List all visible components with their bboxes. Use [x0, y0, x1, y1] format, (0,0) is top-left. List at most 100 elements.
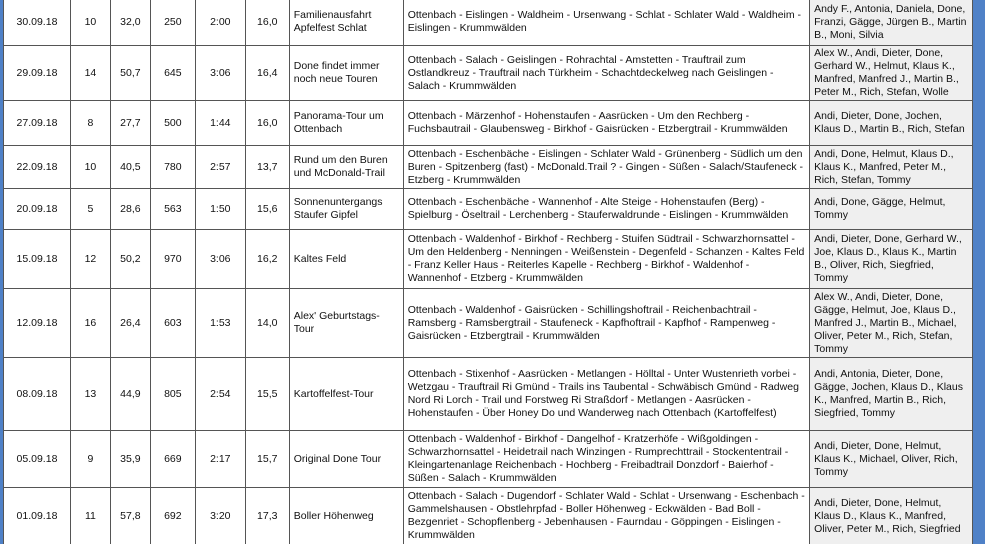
- tour-name-cell: Boller Höhenweg: [288, 487, 404, 544]
- elevation-cell: 603: [149, 288, 196, 358]
- table-row: 15.09.18 12 50,2 970 3:06 16,2 Kaltes Feld Otte…: [3, 229, 973, 289]
- duration-cell: 3:06: [194, 229, 246, 289]
- distance-cell: 40,5: [109, 145, 151, 189]
- elevation-cell: 500: [149, 100, 196, 146]
- date-cell: 01.09.18: [3, 487, 71, 544]
- date-cell: 27.09.18: [3, 100, 71, 146]
- speed-cell: 13,7: [244, 145, 290, 189]
- duration-cell: 1:44: [194, 100, 246, 146]
- table-row: 12.09.18 16 26,4 603 1:53 14,0 Alex' Geburtsta…: [3, 288, 973, 358]
- participants-cell: Andi, Dieter, Done, Helmut, Klaus D., Kl…: [809, 487, 973, 544]
- distance-cell: 57,8: [109, 487, 151, 544]
- date-cell: 08.09.18: [3, 357, 71, 431]
- participants-cell: Andi, Antonia, Dieter, Done, Gägge, Joch…: [809, 357, 973, 431]
- speed-cell: 16,4: [244, 45, 290, 101]
- tour-name-cell: Panorama-Tour um Ottenbach: [288, 100, 404, 146]
- elevation-cell: 805: [149, 357, 196, 431]
- route-cell: Ottenbach - Märzenhof - Hohenstaufen - A…: [402, 100, 811, 146]
- participants-cell: Andi, Done, Gägge, Helmut, Tommy: [809, 188, 973, 230]
- duration-cell: 2:17: [194, 430, 246, 488]
- distance-cell: 32,0: [109, 0, 151, 46]
- speed-cell: 15,6: [244, 188, 290, 230]
- duration-cell: 2:54: [194, 357, 246, 431]
- date-cell: 15.09.18: [3, 229, 71, 289]
- riders-cell: 10: [69, 0, 111, 46]
- table-row: 05.09.18 9 35,9 669 2:17 15,7 Original Done To…: [3, 430, 973, 488]
- participants-cell: Alex W., Andi, Dieter, Done, Gerhard W.,…: [809, 45, 973, 101]
- riders-cell: 9: [69, 430, 111, 488]
- elevation-cell: 669: [149, 430, 196, 488]
- speed-cell: 16,0: [244, 0, 290, 46]
- participants-cell: Andi, Dieter, Done, Helmut, Klaus K., Mi…: [809, 430, 973, 488]
- elevation-cell: 692: [149, 487, 196, 544]
- speed-cell: 16,0: [244, 100, 290, 146]
- duration-cell: 2:00: [194, 0, 246, 46]
- participants-cell: Andi, Dieter, Done, Jochen, Klaus D., Ma…: [809, 100, 973, 146]
- date-cell: 22.09.18: [3, 145, 71, 189]
- route-cell: Ottenbach - Salach - Geislingen - Rohrac…: [402, 45, 811, 101]
- elevation-cell: 645: [149, 45, 196, 101]
- riders-cell: 8: [69, 100, 111, 146]
- duration-cell: 2:57: [194, 145, 246, 189]
- participants-cell: Andy F., Antonia, Daniela, Done, Franzi,…: [809, 0, 973, 46]
- table-row: 27.09.18 8 27,7 500 1:44 16,0 Panorama-Tour um…: [3, 100, 973, 146]
- table-row: 20.09.18 5 28,6 563 1:50 15,6 Sonnenuntergangs…: [3, 188, 973, 230]
- participants-cell: Andi, Done, Helmut, Klaus D., Klaus K., …: [809, 145, 973, 189]
- distance-cell: 27,7: [109, 100, 151, 146]
- duration-cell: 3:20: [194, 487, 246, 544]
- distance-cell: 44,9: [109, 357, 151, 431]
- route-cell: Ottenbach - Waldenhof - Birkhof - Dangel…: [402, 430, 811, 488]
- riders-cell: 12: [69, 229, 111, 289]
- speed-cell: 15,5: [244, 357, 290, 431]
- tour-name-cell: Sonnenuntergangs Staufer Gipfel: [288, 188, 404, 230]
- tour-name-cell: Alex' Geburtstags-Tour: [288, 288, 404, 358]
- riders-cell: 14: [69, 45, 111, 101]
- speed-cell: 16,2: [244, 229, 290, 289]
- elevation-cell: 563: [149, 188, 196, 230]
- route-cell: Ottenbach - Eschenbäche - Eislingen - Sc…: [402, 145, 811, 189]
- distance-cell: 28,6: [109, 188, 151, 230]
- speed-cell: 14,0: [244, 288, 290, 358]
- date-cell: 12.09.18: [3, 288, 71, 358]
- riders-cell: 11: [69, 487, 111, 544]
- tour-table: 30.09.18 10 32,0 250 2:00 16,0 Familienausfahr…: [3, 0, 973, 544]
- distance-cell: 50,2: [109, 229, 151, 289]
- speed-cell: 15,7: [244, 430, 290, 488]
- riders-cell: 10: [69, 145, 111, 189]
- distance-cell: 26,4: [109, 288, 151, 358]
- riders-cell: 13: [69, 357, 111, 431]
- elevation-cell: 970: [149, 229, 196, 289]
- route-cell: Ottenbach - Waldenhof - Birkhof - Rechbe…: [402, 229, 811, 289]
- duration-cell: 3:06: [194, 45, 246, 101]
- tour-name-cell: Original Done Tour: [288, 430, 404, 488]
- participants-cell: Andi, Dieter, Done, Gerhard W., Joe, Kla…: [809, 229, 973, 289]
- date-cell: 05.09.18: [3, 430, 71, 488]
- route-cell: Ottenbach - Waldenhof - Gaisrücken - Sch…: [402, 288, 811, 358]
- speed-cell: 17,3: [244, 487, 290, 544]
- riders-cell: 5: [69, 188, 111, 230]
- route-cell: Ottenbach - Eislingen - Waldheim - Ursen…: [402, 0, 811, 46]
- table-row: 08.09.18 13 44,9 805 2:54 15,5 Kartoffelfest-T…: [3, 357, 973, 431]
- tour-name-cell: Kartoffelfest-Tour: [288, 357, 404, 431]
- elevation-cell: 250: [149, 0, 196, 46]
- tour-name-cell: Familienausfahrt Apfelfest Schlat: [288, 0, 404, 46]
- date-cell: 30.09.18: [3, 0, 71, 46]
- duration-cell: 1:53: [194, 288, 246, 358]
- duration-cell: 1:50: [194, 188, 246, 230]
- date-cell: 29.09.18: [3, 45, 71, 101]
- riders-cell: 16: [69, 288, 111, 358]
- table-row: 29.09.18 14 50,7 645 3:06 16,4 Done findet imm…: [3, 45, 973, 101]
- tour-name-cell: Rund um den Buren und McDonald-Trail: [288, 145, 404, 189]
- table-row: 22.09.18 10 40,5 780 2:57 13,7 Rund um den Bur…: [3, 145, 973, 189]
- table-row: 01.09.18 11 57,8 692 3:20 17,3 Boller Höhenweg…: [3, 487, 973, 544]
- participants-cell: Alex W., Andi, Dieter, Done, Gägge, Helm…: [809, 288, 973, 358]
- route-cell: Ottenbach - Salach - Dugendorf - Schlate…: [402, 487, 811, 544]
- route-cell: Ottenbach - Eschenbäche - Wannenhof - Al…: [402, 188, 811, 230]
- date-cell: 20.09.18: [3, 188, 71, 230]
- tour-name-cell: Kaltes Feld: [288, 229, 404, 289]
- table-row: 30.09.18 10 32,0 250 2:00 16,0 Familienausfahr…: [3, 0, 973, 46]
- elevation-cell: 780: [149, 145, 196, 189]
- route-cell: Ottenbach - Stixenhof - Aasrücken - Metl…: [402, 357, 811, 431]
- distance-cell: 50,7: [109, 45, 151, 101]
